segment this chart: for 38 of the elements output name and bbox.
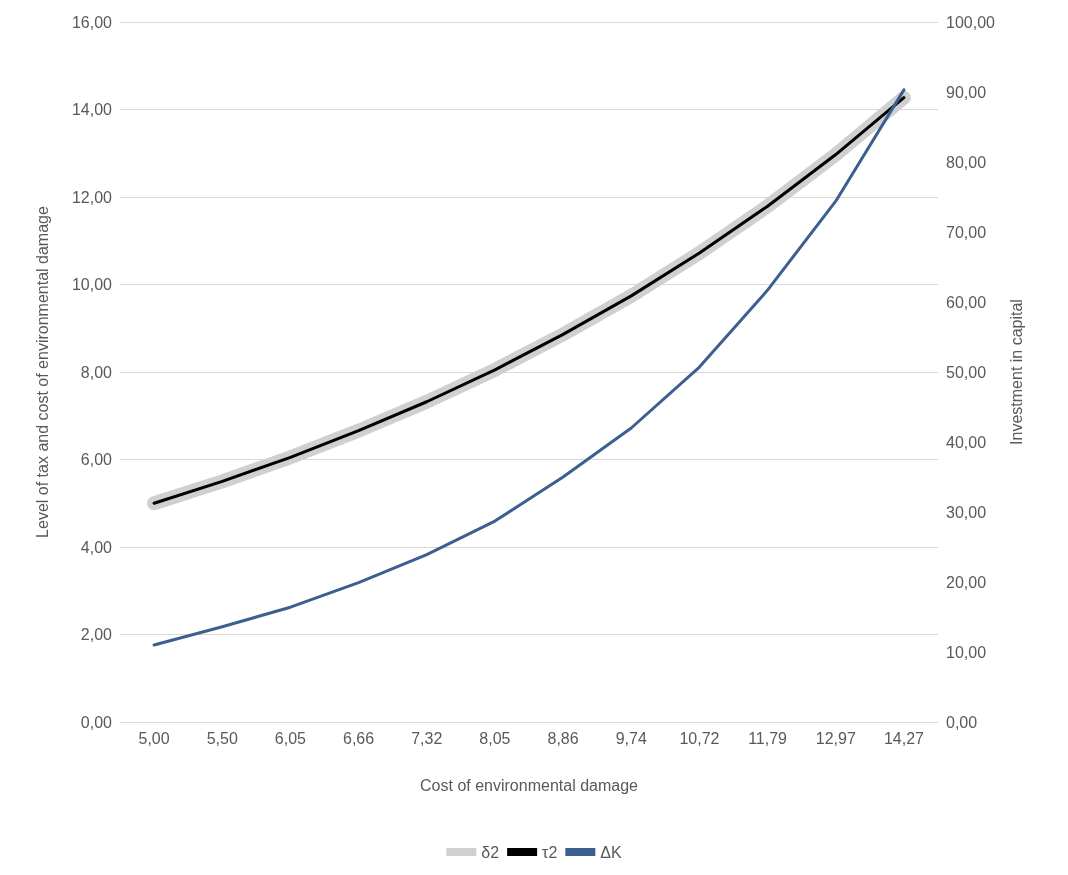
x-tick-label: 8,86: [547, 729, 579, 747]
y2-tick-label: 100,00: [946, 13, 996, 31]
y-tick-label: 12,00: [71, 188, 113, 206]
x-axis-title: Cost of environmental damage: [420, 776, 639, 794]
y2-tick-label: 20,00: [946, 573, 987, 591]
x-tick-label: 6,05: [274, 729, 307, 747]
legend-label: ΔK: [600, 843, 623, 861]
y-tick-label: 16,00: [71, 13, 113, 31]
y2-tick-label: 0,00: [946, 713, 978, 731]
y2-tick-label: 70,00: [946, 223, 987, 241]
y2-tick-label: 30,00: [946, 503, 987, 521]
x-tick-label: 5,50: [206, 729, 238, 747]
y-tick-label: 4,00: [80, 538, 113, 556]
y2-tick-label: 10,00: [946, 643, 987, 661]
y-tick-label: 14,00: [71, 101, 113, 118]
y-tick-label: 0,00: [80, 713, 113, 731]
y2-tick-label: 80,00: [946, 153, 987, 171]
y2-axis-title: Investment in capital: [1007, 299, 1025, 445]
x-tick-label: 7,32: [411, 729, 443, 747]
y-tick-label: 8,00: [80, 363, 113, 381]
x-tick-label: 6,66: [343, 729, 375, 747]
y-tick-label: 6,00: [80, 451, 113, 468]
y2-tick-label: 50,00: [946, 363, 987, 381]
x-tick-label: 10,72: [679, 729, 720, 747]
x-tick-label: 12,97: [815, 729, 856, 747]
y-tick-label: 10,00: [71, 276, 113, 293]
x-tick-label: 11,79: [748, 729, 788, 747]
y-axis-title: Level of tax and cost of environmental damage: [33, 206, 51, 538]
x-tick-label: 14,27: [883, 729, 925, 747]
x-tick-label: 9,74: [615, 729, 647, 747]
y2-tick-label: 90,00: [946, 83, 987, 101]
y-tick-label: 2,00: [80, 626, 113, 643]
x-tick-label: 5,00: [138, 729, 170, 747]
x-tick-label: 8,05: [479, 729, 511, 747]
y2-tick-label: 60,00: [946, 293, 987, 311]
y2-tick-label: 40,00: [946, 433, 987, 451]
legend-label: τ2: [542, 843, 558, 861]
legend-label: δ2: [481, 843, 500, 861]
